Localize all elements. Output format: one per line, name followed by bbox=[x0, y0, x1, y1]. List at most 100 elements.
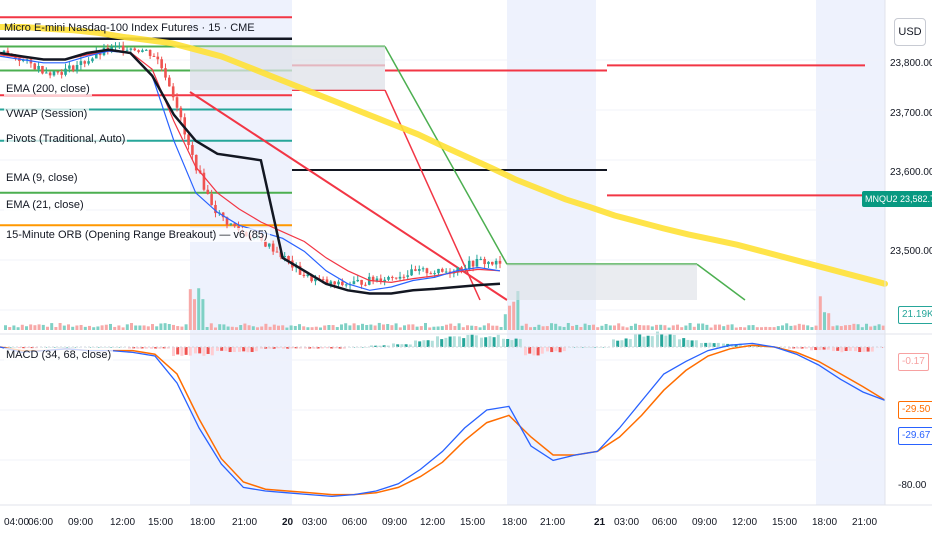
volume-bar bbox=[613, 325, 616, 330]
macd-histogram-bar bbox=[360, 347, 364, 348]
volume-bar bbox=[390, 325, 394, 330]
macd-histogram-bar bbox=[374, 345, 378, 347]
macd-histogram-bar bbox=[392, 343, 395, 347]
volume-bar bbox=[415, 326, 419, 330]
macd-histogram-bar bbox=[532, 347, 536, 356]
candle-body bbox=[429, 273, 433, 275]
macd-histogram-bar bbox=[664, 335, 668, 347]
macd-histogram-bar bbox=[52, 347, 56, 348]
volume-bar bbox=[810, 327, 814, 330]
time-tick: 12:00 bbox=[110, 517, 136, 528]
volume-bar bbox=[566, 322, 570, 330]
volume-bar bbox=[516, 291, 520, 330]
macd-signal-line bbox=[0, 344, 886, 496]
macd-histogram-bar bbox=[400, 344, 404, 347]
time-tick: 15:00 bbox=[148, 517, 174, 528]
candle-body bbox=[298, 265, 302, 275]
volume-bar bbox=[827, 313, 831, 330]
candle-body bbox=[94, 52, 98, 59]
volume-bar bbox=[499, 326, 503, 330]
volume-bar bbox=[772, 327, 776, 330]
legend-ema9[interactable]: EMA (9, close) bbox=[4, 171, 80, 185]
volume-bar bbox=[571, 325, 574, 330]
macd-histogram-bar bbox=[136, 347, 140, 349]
candle-body bbox=[283, 256, 286, 258]
volume-bar bbox=[508, 305, 511, 330]
macd-histogram-bar bbox=[286, 347, 290, 349]
candle-body bbox=[44, 72, 48, 74]
candle-body bbox=[229, 223, 233, 225]
macd-histogram-bar bbox=[254, 347, 258, 352]
volume-bar bbox=[184, 324, 188, 330]
macd-histogram-bar bbox=[826, 347, 830, 350]
volume-bar bbox=[785, 323, 789, 330]
macd-histogram-bar bbox=[752, 345, 756, 347]
candle-body bbox=[310, 274, 313, 282]
macd-histogram-bar bbox=[106, 347, 109, 348]
macd-histogram-bar bbox=[474, 335, 478, 347]
volume-bar bbox=[529, 327, 532, 330]
macd-histogram-bar bbox=[470, 334, 474, 347]
candle-body bbox=[98, 52, 102, 56]
volume-bar bbox=[587, 325, 591, 330]
volume-bar bbox=[46, 326, 49, 330]
legend-ema21[interactable]: EMA (21, close) bbox=[4, 198, 86, 212]
candle-body bbox=[75, 64, 79, 71]
candle-body bbox=[41, 65, 44, 74]
volume-bar bbox=[671, 325, 675, 330]
legend-ema200[interactable]: EMA (200, close) bbox=[4, 82, 92, 96]
chart-title: Micro E-mini Nasdaq-100 Index Futures · … bbox=[4, 22, 255, 34]
volume-bar bbox=[403, 325, 406, 330]
time-tick: 09:00 bbox=[692, 517, 718, 528]
volume-bar bbox=[705, 324, 709, 330]
candle-body bbox=[264, 240, 267, 247]
volume-bar bbox=[306, 327, 310, 330]
price-tick: 23,800.00 bbox=[890, 58, 932, 69]
macd-histogram-bar bbox=[298, 347, 302, 349]
macd-histogram-bar bbox=[814, 347, 818, 351]
legend-macd[interactable]: MACD (34, 68, close) bbox=[4, 348, 114, 362]
legend-orb[interactable]: 15-Minute ORB (Opening Range Breakout) —… bbox=[4, 228, 270, 242]
macd-histogram-bar bbox=[646, 335, 650, 347]
legend-pivots[interactable]: Pivots (Traditional, Auto) bbox=[4, 132, 128, 146]
candle-body bbox=[71, 65, 75, 71]
candle-body bbox=[460, 267, 463, 270]
macd-histogram-bar bbox=[488, 336, 492, 347]
macd-histogram-bar bbox=[480, 337, 483, 347]
volume-bar bbox=[310, 327, 314, 330]
volume-bar bbox=[667, 327, 671, 330]
volume-bar bbox=[25, 326, 28, 330]
time-tick: 18:00 bbox=[190, 517, 216, 528]
candle-body bbox=[141, 50, 144, 52]
volume-bar bbox=[865, 323, 868, 330]
candle-body bbox=[352, 281, 356, 285]
macd-histogram-bar bbox=[30, 347, 34, 349]
volume-bar bbox=[482, 325, 486, 330]
time-tick: 20 bbox=[282, 517, 294, 528]
grid bbox=[0, 59, 885, 461]
macd-histogram-bar bbox=[634, 333, 637, 347]
macd-histogram-bar bbox=[232, 347, 236, 353]
price-tick: 23,700.00 bbox=[890, 108, 932, 119]
volume-bar bbox=[760, 327, 763, 330]
volume-bar bbox=[214, 327, 217, 330]
macd-histogram-bar bbox=[642, 336, 646, 347]
macd-histogram-bar bbox=[734, 344, 738, 347]
macd-histogram-bar bbox=[638, 334, 642, 347]
volume-bar bbox=[621, 326, 625, 330]
candle-body bbox=[425, 268, 429, 274]
volume-bar bbox=[449, 323, 453, 330]
macd-histogram-bar bbox=[326, 347, 329, 349]
volume-bar bbox=[550, 323, 553, 330]
time-tick: 09:00 bbox=[382, 517, 408, 528]
macd-histogram-bar bbox=[722, 343, 725, 347]
macd-histogram-bar bbox=[114, 347, 118, 348]
volume-bar bbox=[747, 325, 751, 330]
currency-button[interactable]: USD bbox=[894, 18, 926, 46]
volume-bar bbox=[764, 326, 768, 330]
volume-bar bbox=[285, 327, 289, 330]
volume-bar bbox=[491, 325, 495, 330]
volume-bar bbox=[461, 327, 465, 330]
legend-vwap[interactable]: VWAP (Session) bbox=[4, 107, 90, 121]
